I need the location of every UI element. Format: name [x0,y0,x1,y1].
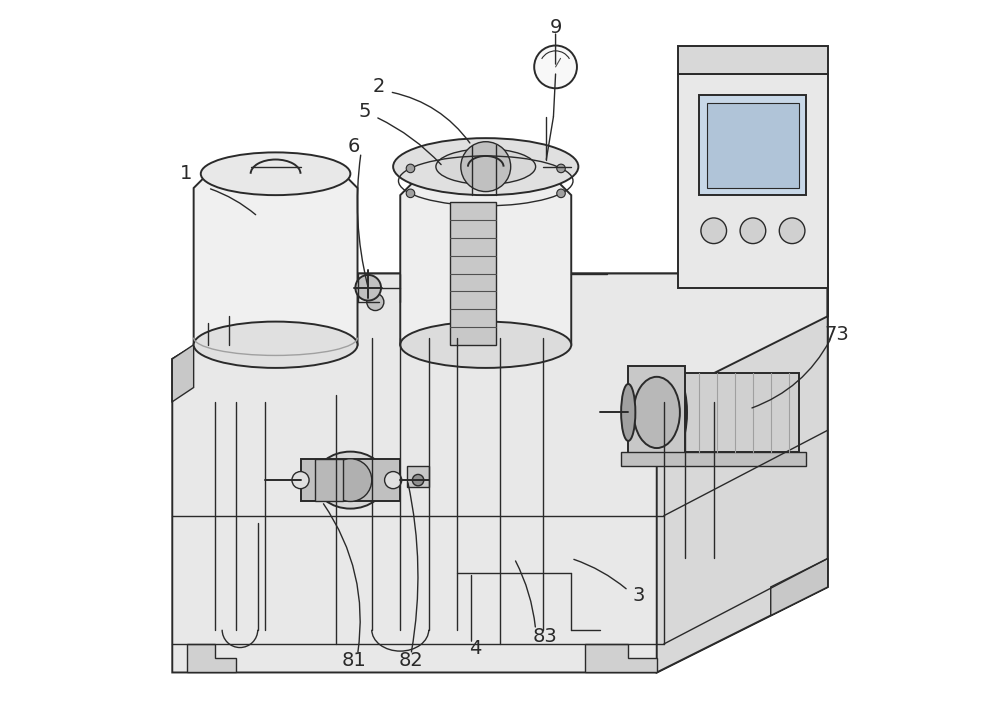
Polygon shape [187,644,236,673]
Circle shape [412,475,424,486]
Polygon shape [678,45,828,74]
Polygon shape [585,644,657,673]
Polygon shape [407,466,429,488]
Polygon shape [678,74,828,288]
Ellipse shape [621,384,635,441]
Ellipse shape [194,322,358,368]
Polygon shape [194,174,358,345]
Circle shape [701,218,727,243]
Ellipse shape [669,381,687,444]
Polygon shape [771,559,828,615]
Ellipse shape [201,152,350,195]
Polygon shape [301,459,400,501]
Ellipse shape [436,149,536,185]
Text: 5: 5 [358,102,371,121]
Circle shape [534,45,577,88]
Ellipse shape [315,452,386,508]
Circle shape [355,275,381,301]
Circle shape [461,141,511,192]
Polygon shape [315,459,343,501]
Polygon shape [657,274,828,673]
Polygon shape [707,103,799,188]
Text: 9: 9 [549,18,562,37]
Text: 3: 3 [633,586,645,605]
Polygon shape [621,452,806,466]
Polygon shape [699,95,806,195]
Circle shape [367,294,384,311]
Text: 73: 73 [824,325,849,344]
Circle shape [779,218,805,243]
Circle shape [329,459,372,501]
Polygon shape [628,366,685,459]
Circle shape [292,472,309,489]
Text: 1: 1 [180,164,193,183]
Ellipse shape [634,377,680,448]
Text: 83: 83 [533,628,557,646]
Circle shape [385,472,402,489]
Ellipse shape [400,322,571,368]
Circle shape [557,189,565,197]
Circle shape [740,218,766,243]
Polygon shape [400,181,571,345]
Ellipse shape [393,138,578,195]
Circle shape [406,164,415,173]
Circle shape [557,164,565,173]
Text: 4: 4 [469,640,481,658]
Text: 82: 82 [399,651,423,670]
Polygon shape [450,202,496,345]
Polygon shape [172,274,828,673]
Polygon shape [172,274,828,402]
Text: 6: 6 [348,137,360,157]
Text: 81: 81 [342,651,366,670]
Polygon shape [678,373,799,452]
Circle shape [406,189,415,197]
Polygon shape [172,345,194,402]
Text: 2: 2 [373,78,385,96]
